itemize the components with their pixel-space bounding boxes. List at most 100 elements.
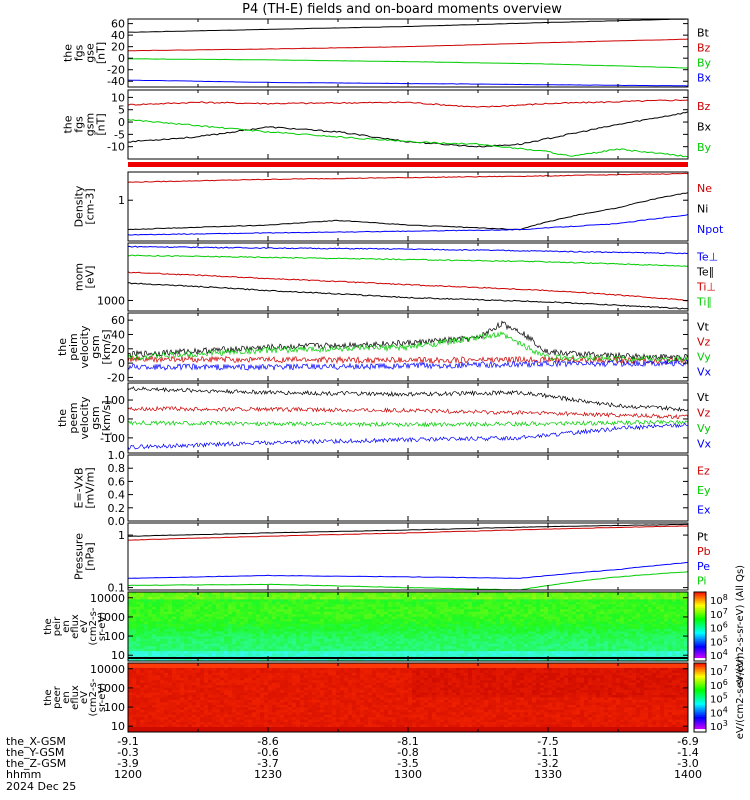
x-axis-value: -0.6 (257, 746, 278, 759)
series-by (127, 119, 689, 158)
y-axis-label: eflux (70, 685, 81, 710)
legend-label: Bx (697, 72, 712, 85)
series-pe (128, 561, 689, 579)
x-axis-value: 1330 (534, 768, 562, 781)
y-tick-label: -40 (107, 75, 125, 88)
y-axis-label: en (61, 620, 72, 633)
y-axis-label: gse (84, 43, 97, 63)
y-tick-label: 0.1 (108, 582, 126, 595)
y-axis-label: Pressure (73, 533, 86, 580)
y-axis-label: velocity (78, 325, 91, 368)
series-npot (127, 214, 689, 236)
y-tick-label: -20 (107, 371, 125, 384)
series-bz (128, 38, 689, 52)
y-axis-label: E=-VxB (73, 467, 86, 508)
y-axis-label: [cm-3] (84, 188, 97, 224)
y-tick-label: 100 (104, 630, 125, 643)
series-vz (127, 355, 689, 365)
series-vx (127, 422, 689, 450)
y-tick-label: 40 (111, 29, 125, 42)
legend-label: Bt (697, 27, 710, 40)
legend-label: Vz (697, 406, 711, 419)
colorbar-tick: 105 (710, 692, 728, 706)
x-axis-value: -6.9 (677, 735, 698, 748)
series-bt (128, 18, 689, 33)
y-tick-label: 0.0 (108, 515, 126, 528)
y-axis-label: [nPa] (84, 542, 97, 570)
panel-frame (127, 242, 689, 312)
series-bx (127, 111, 689, 148)
colorbar-tick: 106 (710, 678, 728, 692)
y-tick-label: 10 (111, 91, 125, 104)
y-tick-label: 1 (118, 194, 125, 207)
x-axis-value: -7.5 (537, 735, 558, 748)
x-axis-row-label: the_Z-GSM (6, 757, 66, 770)
legend-label: Ti∥ (696, 296, 712, 309)
y-axis-label: [km/s] (100, 329, 113, 364)
x-axis-value: -0.3 (117, 746, 138, 759)
series-pb (128, 525, 689, 541)
y-axis-label: Density (73, 185, 86, 227)
colorbar-tick: 107 (710, 664, 728, 678)
series-vt (127, 386, 689, 412)
legend-label: Pt (697, 530, 709, 543)
x-axis-value: 1400 (674, 768, 702, 781)
x-axis-value: -3.7 (257, 757, 278, 770)
series-ti (128, 254, 689, 267)
panel-frame (127, 454, 689, 522)
legend-label: Pe (697, 560, 710, 573)
y-tick-label: 0.6 (108, 475, 126, 488)
panel-3: 1 Density[cm-3] Ne Ni Npot (73, 171, 724, 242)
colorbar-label: eV/(cm2-s-sr-eV) (All Qs) (735, 565, 746, 688)
legend-label: Vy (697, 422, 711, 435)
y-tick-label: -10 (107, 141, 125, 154)
y-tick-label: -100 (100, 432, 125, 445)
y-axis-label: the (56, 338, 69, 356)
y-axis-label: peir (52, 616, 63, 636)
y-axis-label: [eV] (84, 266, 97, 289)
y-tick-label: 0 (118, 413, 125, 426)
x-axis-row-label: the_X-GSM (6, 735, 66, 748)
legend-label: By (697, 141, 712, 154)
x-axis-value: -3.5 (397, 757, 418, 770)
series-ne (127, 172, 689, 183)
panel-8: 1 0.1 Pressure[nPa] Pt Pb Pe Pi (73, 522, 711, 595)
y-tick-label: 1000 (97, 294, 125, 307)
legend-label: Vt (697, 391, 710, 404)
y-tick-label: 1000 (97, 611, 125, 624)
y-tick-label: 0 (118, 357, 125, 370)
y-tick-label: 60 (111, 18, 125, 31)
panel-7: 1.00.80.60.40.20.0 E=-VxB[mV/m] Ez Ey Ex (73, 449, 711, 528)
panel-9: 10000 1000 100 10 thepeirenefluxeV(cm2-s-sr-… (43, 565, 746, 688)
y-axis-label: eV (79, 620, 90, 633)
flag-bar (128, 162, 688, 167)
y-axis-label: [mV/m] (84, 467, 97, 508)
y-tick-label: 5 (118, 104, 125, 117)
legend-label: Vz (697, 336, 711, 349)
y-axis-label: the (62, 44, 75, 62)
y-axis-label: fgs (73, 44, 86, 61)
y-axis-label: velocity (78, 396, 91, 439)
legend-label: Vy (697, 351, 711, 364)
plot-title: P4 (TH-E) fields and on-board moments ov… (242, 2, 562, 17)
y-axis-label: [nT] (95, 42, 108, 64)
legend-label: Ti⊥ (696, 281, 716, 294)
y-tick-label: 10 (111, 720, 125, 733)
y-tick-label: 60 (111, 314, 125, 327)
legend-label: Vx (697, 437, 712, 450)
colorbar-tick: 108 (710, 593, 728, 607)
y-tick-label: 1 (118, 529, 125, 542)
y-axis-label: peer (52, 685, 63, 709)
plot-date: 2024 Dec 25 (6, 780, 76, 793)
legend-label: Te⊥ (696, 251, 718, 264)
y-axis-label: gsm (84, 113, 97, 136)
x-axis-value: -1.4 (677, 746, 698, 759)
y-tick-label: 100 (104, 394, 125, 407)
y-tick-label: 40 (111, 328, 125, 341)
series-vx (127, 359, 689, 371)
series-ni (127, 192, 689, 231)
